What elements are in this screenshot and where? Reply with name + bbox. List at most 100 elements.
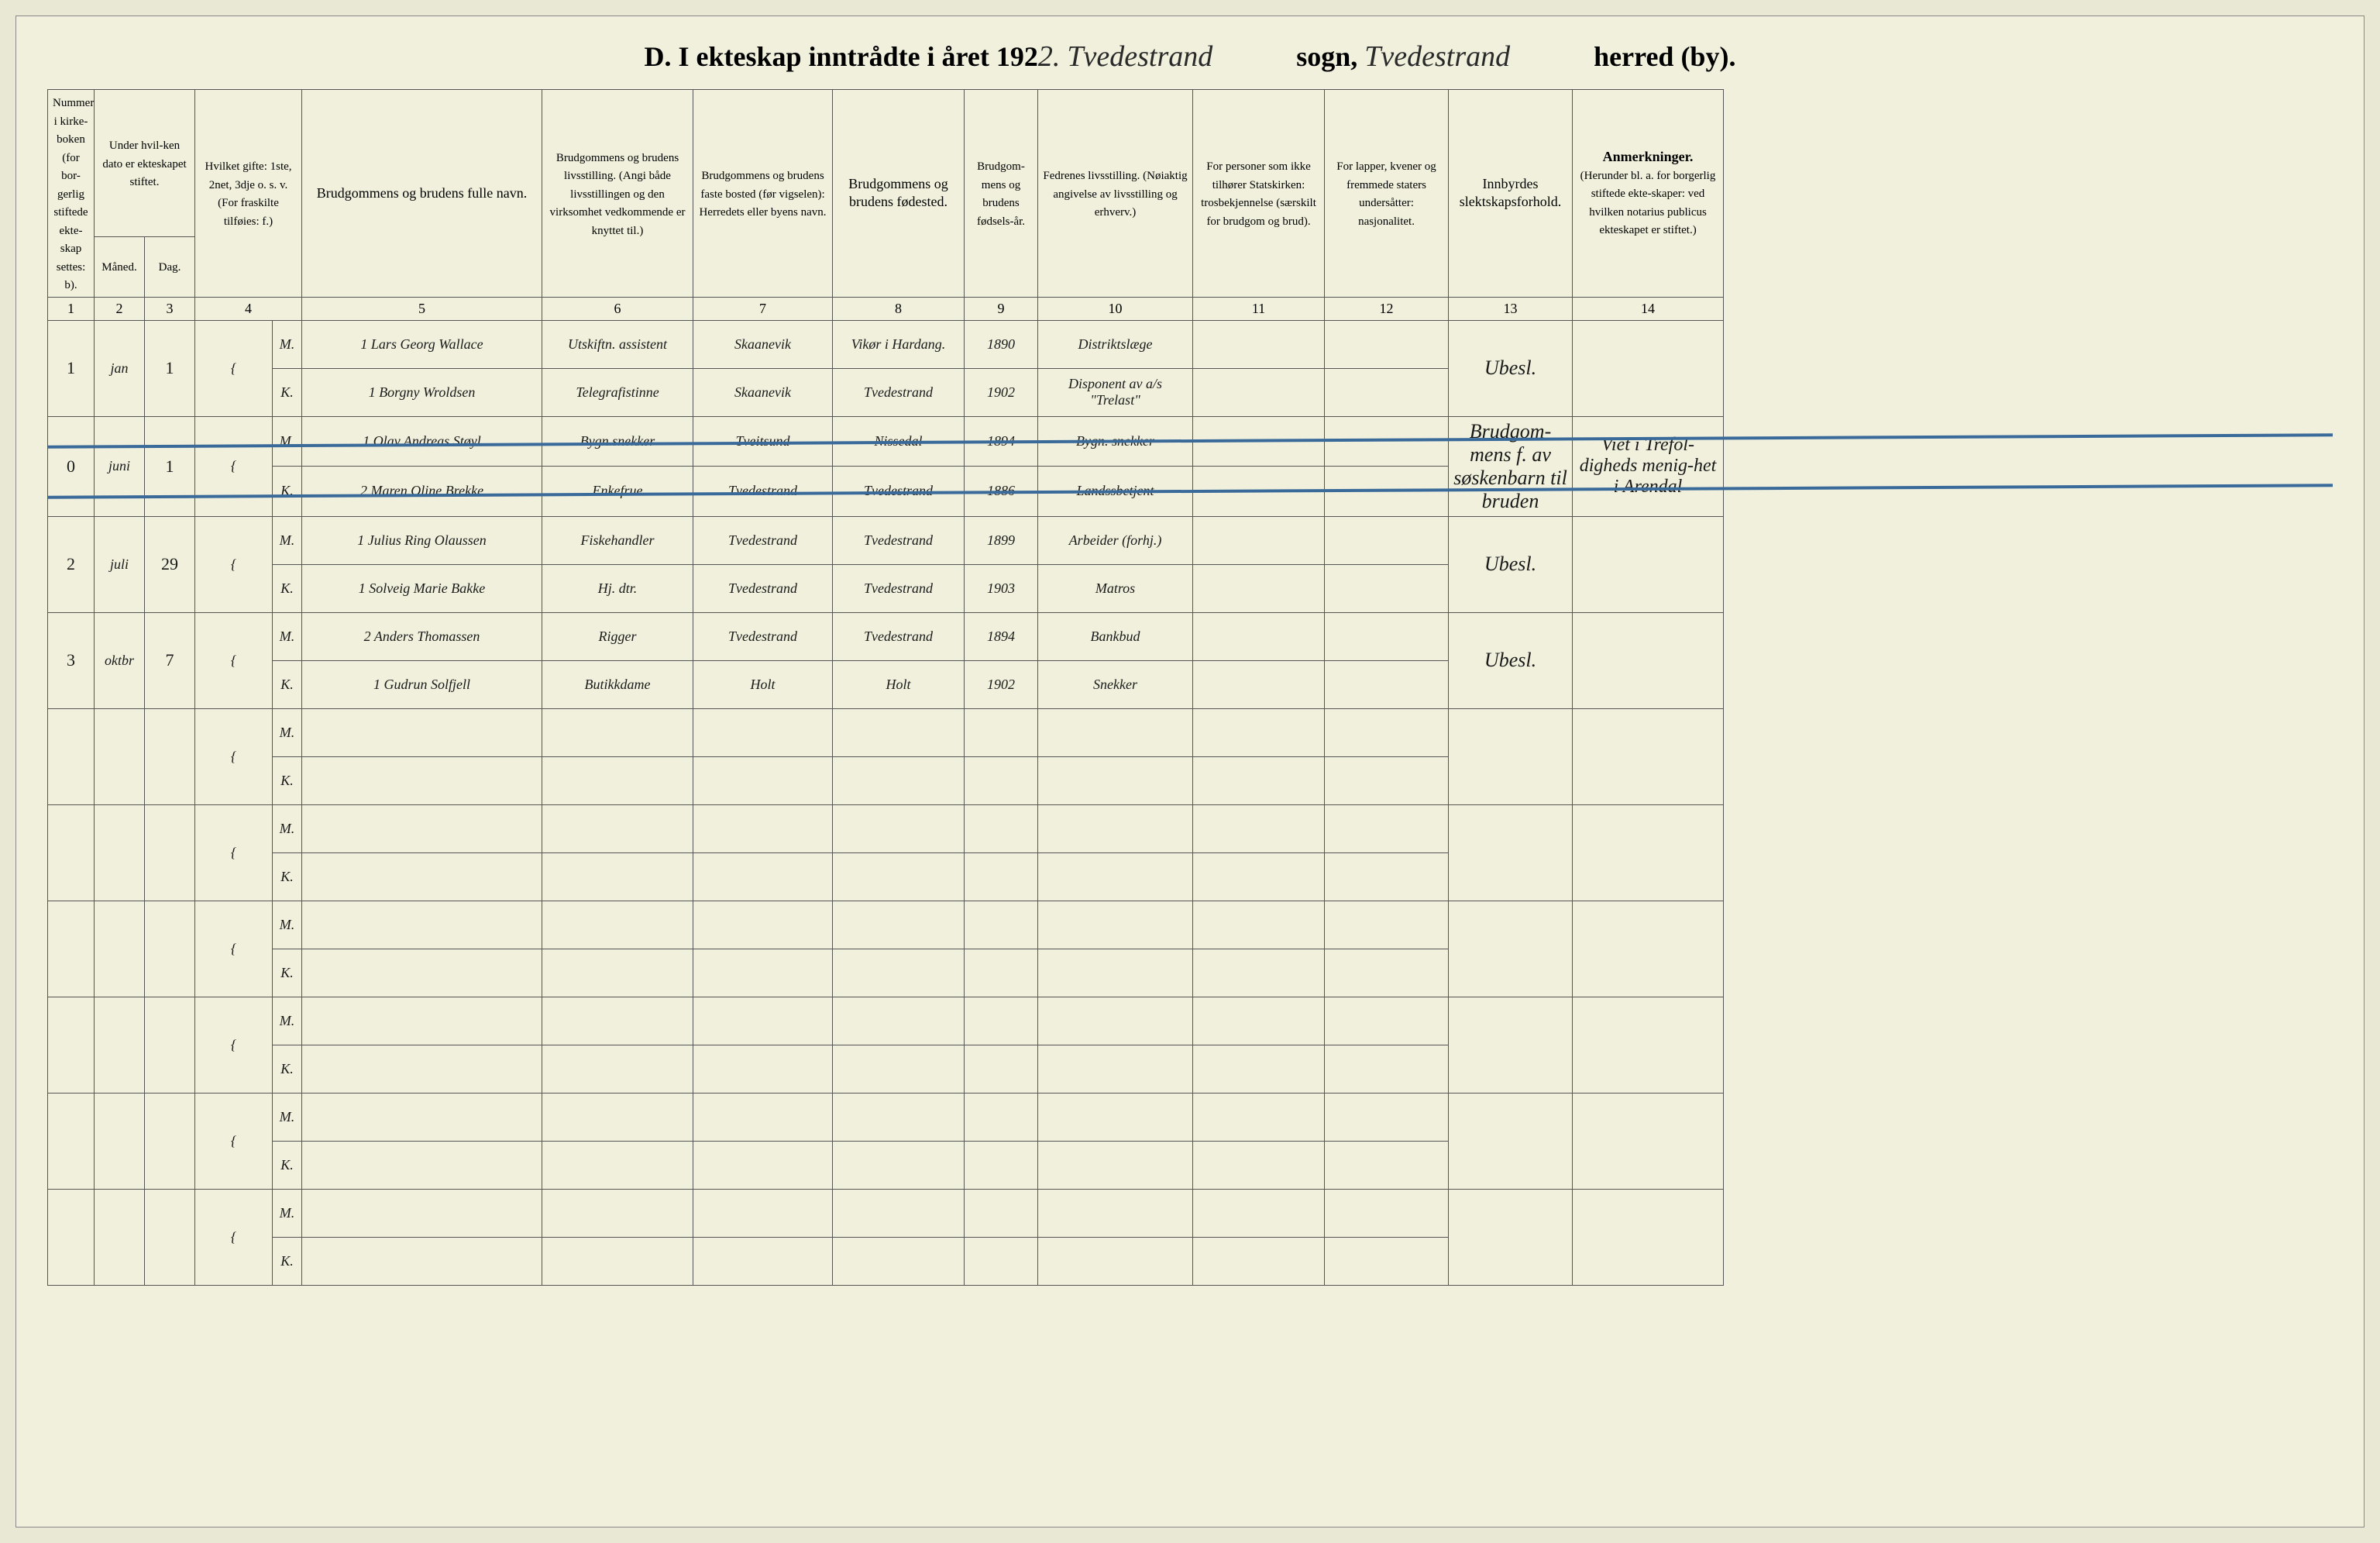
nat-m [1325,516,1449,564]
empty-row: {M. [48,1093,2333,1141]
entry-row-bride: K.1 Borgny WroldsenTelegrafistinneSkaane… [48,368,2333,416]
occ-k: Hj. dtr. [542,564,693,612]
nat-m [1325,416,1449,467]
church-m [1193,516,1325,564]
church-k [1193,467,1325,517]
nat-k [1325,467,1449,517]
year-m: 1899 [965,516,1038,564]
name-k: 1 Borgny Wroldsen [302,368,542,416]
empty-row: {M. [48,804,2333,852]
res-m: Skaanevik [693,320,833,368]
res-k: Skaanevik [693,368,833,416]
mk-label-k: K. [273,564,302,612]
header-month: Måned. [95,236,145,297]
birth-k: Tvedestrand [833,368,965,416]
remark: Viet i Trefol-digheds menig-het i Arenda… [1573,416,1724,516]
brace: { [195,416,273,516]
brace: { [195,516,273,612]
res-k: Tvedestrand [693,564,833,612]
birth-m: Tvedestrand [833,612,965,660]
empty-row: {M. [48,708,2333,756]
empty-row: K. [48,1141,2333,1189]
mk-label-k: K. [273,368,302,416]
name-m: 1 Lars Georg Wallace [302,320,542,368]
year-k: 1902 [965,368,1038,416]
name-m: 2 Anders Thomassen [302,612,542,660]
church-m [1193,416,1325,467]
header-name: Brudgommens og brudens fulle navn. [302,90,542,298]
title-prefix: D. I ekteskap inntrådte i året 192 [645,41,1038,72]
rel: Ubesl. [1449,612,1573,708]
birth-k: Tvedestrand [833,467,965,517]
res-m: Tvedestrand [693,516,833,564]
entry-month: jan [95,320,145,416]
mk-label-k: K. [273,660,302,708]
birth-m: Vikør i Hardang. [833,320,965,368]
entry-number: 3 [48,612,95,708]
herred-label: herred (by). [1594,41,1735,72]
header-year: Brudgom-mens og brudens fødsels-år. [965,90,1038,298]
entry-month: oktbr [95,612,145,708]
year-m: 1894 [965,416,1038,467]
header-day: Dag. [145,236,195,297]
header-nat: For lapper, kvener og fremmede staters u… [1325,90,1449,298]
title-year: 2. [1038,40,1061,73]
year-m: 1894 [965,612,1038,660]
father-k: Landssbetjent [1038,467,1193,517]
remark [1573,320,1724,416]
empty-row: {M. [48,901,2333,949]
ledger-table: Nummer i kirke-boken (for bor-gerlig sti… [47,89,2333,1286]
empty-row: K. [48,852,2333,901]
name-k: 1 Solveig Marie Bakke [302,564,542,612]
page-title: D. I ekteskap inntrådte i året 1922. Tve… [47,40,2333,74]
title-parish: Tvedestrand [1067,40,1212,73]
res-m: Tveitsund [693,416,833,467]
column-number-row: 1 2 3 4 5 6 7 8 9 10 11 12 13 14 [48,297,2333,320]
empty-row: K. [48,756,2333,804]
name-k: 2 Maren Oline Brekke [302,467,542,517]
church-k [1193,368,1325,416]
occ-m: Bygn.snekker [542,416,693,467]
church-m [1193,320,1325,368]
entry-row-groom: 0juni1{M.1 Olav Andreas StøylBygn.snekke… [48,416,2333,467]
nat-k [1325,660,1449,708]
entry-number: 0 [48,416,95,516]
entry-row-bride: K.1 Gudrun SolfjellButikkdameHoltHolt190… [48,660,2333,708]
nat-k [1325,564,1449,612]
table-header: Nummer i kirke-boken (for bor-gerlig sti… [48,90,2333,321]
church-k [1193,564,1325,612]
header-date: Under hvil-ken dato er ekteskapet stifte… [95,90,195,237]
father-m: Bankbud [1038,612,1193,660]
birth-m: Tvedestrand [833,516,965,564]
year-k: 1886 [965,467,1038,517]
res-k: Tvedestrand [693,467,833,517]
year-k: 1902 [965,660,1038,708]
occ-m: Fiskehandler [542,516,693,564]
rel: Ubesl. [1449,320,1573,416]
remark [1573,612,1724,708]
empty-row: K. [48,1237,2333,1285]
occ-k: Enkefrue [542,467,693,517]
entry-day: 1 [145,416,195,516]
title-district: Tvedestrand [1364,40,1510,73]
mk-label-k: K. [273,467,302,517]
church-k [1193,660,1325,708]
entry-number: 2 [48,516,95,612]
res-m: Tvedestrand [693,612,833,660]
remark [1573,516,1724,612]
entry-day: 7 [145,612,195,708]
empty-row: K. [48,949,2333,997]
header-res: Brudgommens og brudens faste bosted (før… [693,90,833,298]
birth-m: Nissedal [833,416,965,467]
father-m: Arbeider (forhj.) [1038,516,1193,564]
mk-label-m: M. [273,516,302,564]
name-k: 1 Gudrun Solfjell [302,660,542,708]
nat-m [1325,320,1449,368]
father-k: Snekker [1038,660,1193,708]
empty-row: {M. [48,997,2333,1045]
name-m: 1 Julius Ring Olaussen [302,516,542,564]
year-m: 1890 [965,320,1038,368]
father-m: Distriktslæge [1038,320,1193,368]
mk-label-m: M. [273,612,302,660]
occ-k: Telegrafistinne [542,368,693,416]
